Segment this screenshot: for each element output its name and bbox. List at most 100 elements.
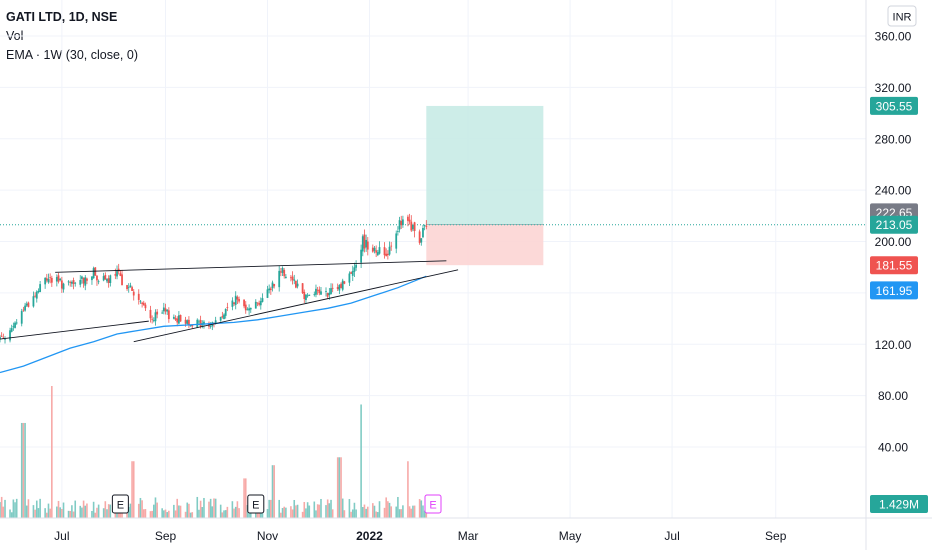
volume-bar [32,505,35,518]
candle-body [184,319,187,324]
volume-bar [151,510,153,518]
volume-bar [320,498,322,518]
candle-body [45,278,48,281]
candle-body [249,307,252,310]
candle-body [172,316,175,319]
volume-bar [363,504,366,518]
candle-body [2,337,5,339]
earnings-marker-box-1 [247,494,265,514]
volume-bar [341,498,344,518]
candle-body [325,291,327,292]
candle-body [186,320,189,324]
candle-body [256,302,259,304]
candle-body [259,301,262,306]
volume-bar [102,508,105,518]
volume-bar [413,505,416,518]
volume-bar [189,512,192,518]
volume-bar [372,503,374,518]
volume-bar [47,503,50,518]
candle-body [9,330,11,341]
candle-body [177,315,180,324]
volume-bar [318,504,321,518]
time-tick-label-3: 2022 [356,529,383,543]
volume-bar [81,507,83,518]
trend-lines[interactable] [0,260,459,343]
trend-line-2 [133,269,459,343]
candle-body [248,308,251,311]
volume-bar [278,499,280,518]
volume-bar [412,505,414,518]
time-axis[interactable]: Jul Sep Nov 2022 Mar May Jul Sep [54,529,787,543]
candle-body [269,288,272,291]
candle-body [70,281,73,284]
volume-bar [365,508,367,518]
legend-ema[interactable]: EMA · 1W (30, close, 0) [6,48,138,62]
volume-bar [270,499,272,518]
candle-body [149,309,152,319]
volume-bar [315,510,317,518]
candle-body [338,285,341,291]
candle-body [144,304,147,309]
volume-bar [353,502,356,518]
candle-body [161,312,164,314]
candle-body [174,318,177,320]
price-badge-3 [870,256,918,275]
earnings-marker-label-0: E [117,500,124,512]
volume-bar [142,509,145,518]
volume-bar [139,497,142,518]
candle-body [59,278,62,281]
candle-body [121,274,123,286]
candle-body [395,233,398,249]
candle-body [151,318,154,320]
volume-bar [179,505,182,518]
volume-bar [373,505,376,518]
volume-bar [161,508,163,518]
volume-bar [306,502,309,518]
volume-bar [266,509,269,518]
time-tick-label-2: Nov [257,529,278,543]
earnings-marker-box-2 [424,494,442,514]
candle-body [12,326,15,328]
candle-body [366,241,369,250]
candle-body [37,291,40,293]
earnings-marker-label-1: E [252,500,259,512]
volume-bar [313,501,316,518]
candle-body [74,282,77,284]
candle-body [376,252,379,256]
volume-bar [25,505,28,518]
volume-bar [273,465,275,518]
volume-bar [383,507,386,518]
candle-body [84,277,87,286]
volume-bar [223,510,225,518]
long-position-tool[interactable] [0,105,866,266]
candle-body [283,269,286,277]
volume-bar [191,512,194,518]
volume-bar [199,500,202,518]
volume-bar [388,502,391,518]
volume-bar [243,478,245,518]
candle-body [167,310,170,320]
candle-body [425,226,428,227]
volume-bar [340,457,342,518]
candle-body [316,289,319,291]
volume-bar [96,507,98,518]
candle-body [261,298,264,302]
price-tick-label-5: 240.00 [875,184,912,198]
volume-bar [308,505,311,518]
time-tick-label-5: May [559,529,582,543]
volume-bar [132,461,135,518]
time-tick-label-6: Jul [664,529,679,543]
candle-body [224,308,227,316]
candle-body [156,311,159,315]
volume-badge-label: 1.429M [879,498,919,512]
volume-bar [213,498,215,518]
candle-body [407,216,409,221]
candle-body [179,314,182,322]
currency-box [887,5,917,27]
volume-bar [285,507,287,518]
price-tick-label-2: 120.00 [875,338,912,352]
volume-bar [0,496,3,518]
